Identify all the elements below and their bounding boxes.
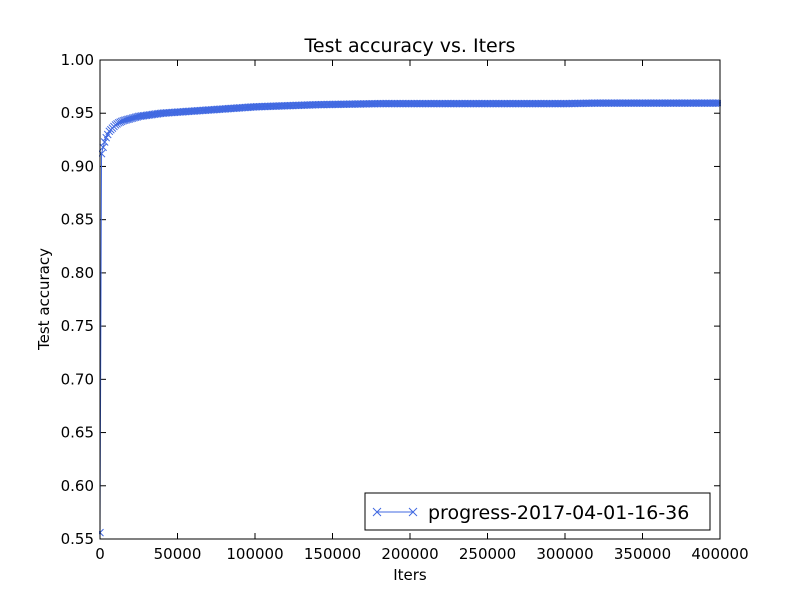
legend: progress-2017-04-01-16-36 [364,492,711,531]
legend-x-marker [408,507,418,517]
legend-x-marker [372,507,382,517]
x-tick-label: 150000 [304,545,361,563]
y-tick-label: 0.70 [61,370,94,388]
data-point-marker [120,116,129,125]
x-tick-label: 200000 [381,545,438,563]
legend-box [364,492,711,531]
data-point-marker [119,116,128,125]
chart-title: Test accuracy vs. Iters [304,35,516,57]
y-tick-label: 0.65 [61,424,94,442]
y-tick-label: 0.90 [61,157,94,175]
plot-area: 0 50000 100000 150000 200000 250000 300000 3500… [61,51,749,563]
data-point-marker [130,113,138,122]
x-axis-title: Iters [393,566,427,584]
data-point-marker [122,115,131,124]
series-progress-2017-04-01-16-36 [99,99,721,537]
x-tick-label: 300000 [536,545,593,563]
data-point-marker [99,143,107,152]
y-tick-label: 0.95 [61,104,94,122]
y-tick-label: 1.00 [61,51,94,69]
x-tick-label: 0 [95,545,105,563]
y-axis-title: Test accuracy [35,248,53,351]
data-point-marker [99,149,106,158]
data-point-marker [131,113,140,122]
y-tick-label: 0.80 [61,264,94,282]
x-tick-label: 400000 [691,545,748,563]
plot-frame [99,59,721,540]
data-point-marker [133,112,142,121]
data-point-marker [100,138,109,146]
data-point-marker [125,115,134,123]
x-tick-label: 100000 [226,545,283,563]
data-point-marker [713,99,721,107]
legend-series-marker [372,507,418,517]
x-tick-label: 350000 [614,545,671,563]
data-point-marker [128,114,137,122]
x-tick-label: 50000 [154,545,202,563]
data-point-marker [714,99,721,107]
y-tick-label: 0.60 [61,477,94,495]
legend-series-label: progress-2017-04-01-16-36 [428,502,689,524]
x-tick-label: 250000 [459,545,516,563]
data-point-marker [127,114,135,123]
y-tick-label: 0.55 [61,530,94,548]
data-point-marker [124,115,132,124]
y-tick-label: 0.85 [61,211,94,229]
y-tick-label: 0.75 [61,317,94,335]
